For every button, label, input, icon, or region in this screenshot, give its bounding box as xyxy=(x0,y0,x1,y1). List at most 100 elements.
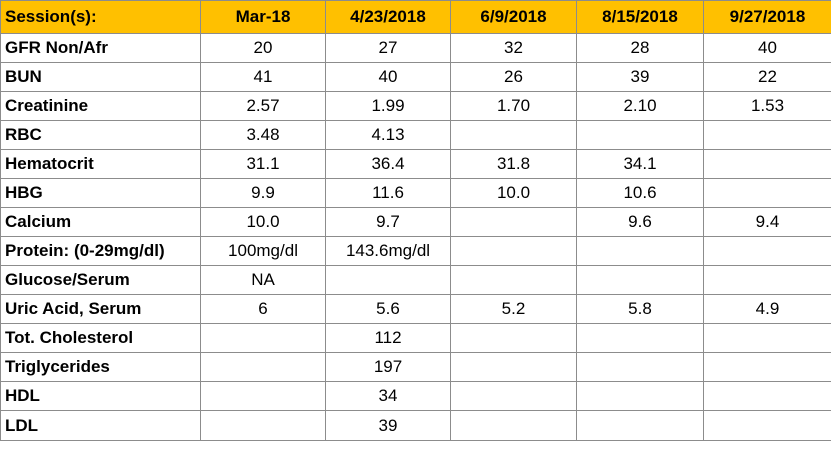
value-cell: 40 xyxy=(703,33,831,63)
value-cell: 10.6 xyxy=(576,178,704,208)
row-label-cell: GFR Non/Afr xyxy=(0,33,201,63)
value-cell: 31.1 xyxy=(200,149,326,179)
value-cell: 34 xyxy=(325,381,451,411)
value-cell xyxy=(450,410,577,441)
value-cell xyxy=(576,236,704,266)
value-cell: 20 xyxy=(200,33,326,63)
value-cell: 28 xyxy=(576,33,704,63)
table-row: Tot. Cholesterol 112 xyxy=(0,323,831,353)
value-cell: 143.6mg/dl xyxy=(325,236,451,266)
table-row: Glucose/Serum NA xyxy=(0,265,831,295)
value-cell: 2.10 xyxy=(576,91,704,121)
row-label-cell: RBC xyxy=(0,120,201,150)
table-row: Protein: (0-29mg/dl) 100mg/dl 143.6mg/dl xyxy=(0,236,831,266)
value-cell xyxy=(703,178,831,208)
value-cell xyxy=(703,149,831,179)
value-cell xyxy=(200,352,326,382)
value-cell: 5.6 xyxy=(325,294,451,324)
table-row: GFR Non/Afr 20 27 32 28 40 xyxy=(0,33,831,63)
value-cell xyxy=(450,323,577,353)
row-label-cell: Creatinine xyxy=(0,91,201,121)
value-cell: 26 xyxy=(450,62,577,92)
header-date-cell: Mar-18 xyxy=(200,0,326,34)
row-label-cell: Hematocrit xyxy=(0,149,201,179)
table-row: Calcium 10.0 9.7 9.6 9.4 xyxy=(0,207,831,237)
value-cell: 9.7 xyxy=(325,207,451,237)
table-row: RBC 3.48 4.13 xyxy=(0,120,831,150)
value-cell: 39 xyxy=(325,410,451,441)
table-row: BUN 41 40 26 39 22 xyxy=(0,62,831,92)
table-row: Uric Acid, Serum 6 5.6 5.2 5.8 4.9 xyxy=(0,294,831,324)
value-cell: 1.53 xyxy=(703,91,831,121)
value-cell xyxy=(325,265,451,295)
value-cell xyxy=(450,207,577,237)
value-cell xyxy=(703,410,831,441)
value-cell: 9.9 xyxy=(200,178,326,208)
value-cell xyxy=(200,410,326,441)
value-cell xyxy=(703,120,831,150)
lab-results-table: Session(s): Mar-18 4/23/2018 6/9/2018 8/… xyxy=(0,0,831,441)
row-label-cell: BUN xyxy=(0,62,201,92)
table-row: LDL 39 xyxy=(0,410,831,441)
value-cell xyxy=(703,236,831,266)
value-cell xyxy=(703,352,831,382)
value-cell: 4.9 xyxy=(703,294,831,324)
value-cell: 10.0 xyxy=(200,207,326,237)
value-cell: 9.6 xyxy=(576,207,704,237)
table-row: HBG 9.9 11.6 10.0 10.6 xyxy=(0,178,831,208)
row-label-cell: Calcium xyxy=(0,207,201,237)
value-cell xyxy=(576,323,704,353)
value-cell xyxy=(200,381,326,411)
row-label-cell: Triglycerides xyxy=(0,352,201,382)
row-label-cell: Protein: (0-29mg/dl) xyxy=(0,236,201,266)
value-cell: 40 xyxy=(325,62,451,92)
value-cell: 5.2 xyxy=(450,294,577,324)
value-cell: 34.1 xyxy=(576,149,704,179)
row-label-cell: HBG xyxy=(0,178,201,208)
table-row: Triglycerides 197 xyxy=(0,352,831,382)
table-row: HDL 34 xyxy=(0,381,831,411)
value-cell xyxy=(450,381,577,411)
value-cell xyxy=(200,323,326,353)
value-cell xyxy=(450,265,577,295)
value-cell xyxy=(450,120,577,150)
row-label-cell: LDL xyxy=(0,410,201,441)
row-label-cell: Uric Acid, Serum xyxy=(0,294,201,324)
value-cell xyxy=(450,352,577,382)
value-cell: 9.4 xyxy=(703,207,831,237)
value-cell xyxy=(576,265,704,295)
value-cell xyxy=(576,120,704,150)
value-cell xyxy=(703,265,831,295)
table-row: Hematocrit 31.1 36.4 31.8 34.1 xyxy=(0,149,831,179)
value-cell: 6 xyxy=(200,294,326,324)
value-cell: 31.8 xyxy=(450,149,577,179)
value-cell xyxy=(576,381,704,411)
value-cell: 3.48 xyxy=(200,120,326,150)
header-date-cell: 4/23/2018 xyxy=(325,0,451,34)
value-cell: 10.0 xyxy=(450,178,577,208)
value-cell xyxy=(450,236,577,266)
value-cell xyxy=(703,323,831,353)
value-cell xyxy=(703,381,831,411)
value-cell: 27 xyxy=(325,33,451,63)
value-cell: 112 xyxy=(325,323,451,353)
header-row: Session(s): Mar-18 4/23/2018 6/9/2018 8/… xyxy=(0,0,831,34)
header-date-cell: 9/27/2018 xyxy=(703,0,831,34)
table-row: Creatinine 2.57 1.99 1.70 2.10 1.53 xyxy=(0,91,831,121)
value-cell: 2.57 xyxy=(200,91,326,121)
value-cell: 32 xyxy=(450,33,577,63)
value-cell: 1.70 xyxy=(450,91,577,121)
row-label-cell: HDL xyxy=(0,381,201,411)
value-cell: 22 xyxy=(703,62,831,92)
value-cell: 11.6 xyxy=(325,178,451,208)
value-cell: 4.13 xyxy=(325,120,451,150)
value-cell xyxy=(576,410,704,441)
value-cell xyxy=(576,352,704,382)
table-body: GFR Non/Afr 20 27 32 28 40 BUN 41 40 26 39 22 Creati… xyxy=(0,33,831,441)
row-label-cell: Glucose/Serum xyxy=(0,265,201,295)
header-label-cell: Session(s): xyxy=(0,0,201,34)
value-cell: 1.99 xyxy=(325,91,451,121)
header-date-cell: 6/9/2018 xyxy=(450,0,577,34)
value-cell: 100mg/dl xyxy=(200,236,326,266)
value-cell: 39 xyxy=(576,62,704,92)
